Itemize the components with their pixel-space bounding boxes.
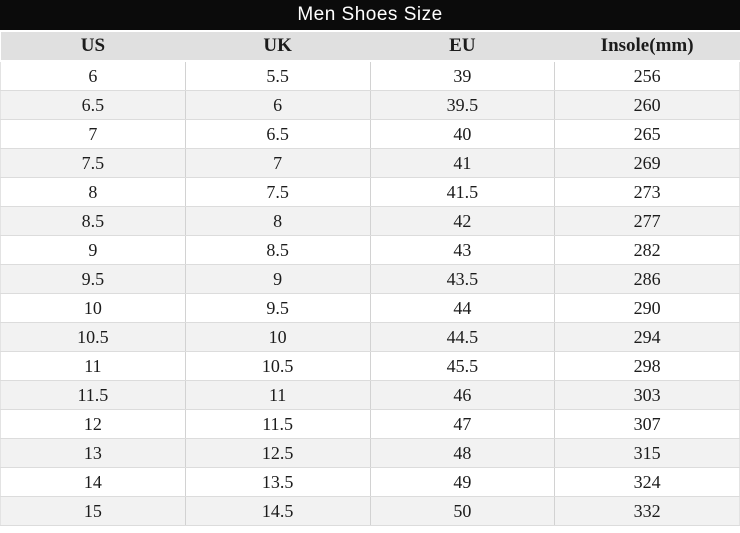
table-cell: 45.5 [369, 351, 556, 381]
shoe-size-table: US UK EU Insole(mm) 6 5.5 39 256 6.5 6 39.5 260… [0, 32, 740, 526]
table-cell: 5.5 [184, 61, 371, 91]
table-row: 6.5 6 39.5 260 [0, 90, 740, 120]
table-cell: 11.5 [0, 380, 186, 410]
table-cell: 39 [369, 61, 556, 91]
table-cell: 286 [554, 264, 740, 294]
table-cell: 6.5 [0, 90, 186, 120]
table-cell: 303 [554, 380, 740, 410]
column-header-uk: UK [185, 32, 370, 62]
table-cell: 44 [369, 293, 556, 323]
table-cell: 8.5 [0, 206, 186, 236]
table-cell: 6 [184, 90, 371, 120]
table-cell: 12 [0, 409, 186, 439]
table-cell: 48 [369, 438, 556, 468]
table-cell: 46 [369, 380, 556, 410]
title-header-divider [0, 30, 740, 32]
table-cell: 260 [554, 90, 740, 120]
table-row: 13 12.5 48 315 [0, 438, 740, 468]
table-cell: 15 [0, 496, 186, 526]
table-row: 8 7.5 41.5 273 [0, 177, 740, 207]
table-cell: 273 [554, 177, 740, 207]
table-row: 11.5 11 46 303 [0, 380, 740, 410]
table-cell: 9 [184, 264, 371, 294]
table-cell: 294 [554, 322, 740, 352]
table-cell: 41 [369, 148, 556, 178]
table-row: 8.5 8 42 277 [0, 206, 740, 236]
table-cell: 11.5 [184, 409, 371, 439]
table-cell: 42 [369, 206, 556, 236]
table-cell: 8.5 [184, 235, 371, 265]
table-cell: 39.5 [369, 90, 556, 120]
table-cell: 11 [184, 380, 371, 410]
table-cell: 332 [554, 496, 740, 526]
table-cell: 10 [184, 322, 371, 352]
table-cell: 44.5 [369, 322, 556, 352]
table-header: US UK EU Insole(mm) [0, 32, 740, 62]
table-cell: 10.5 [184, 351, 371, 381]
table-cell: 43 [369, 235, 556, 265]
table-cell: 9.5 [0, 264, 186, 294]
table-cell: 290 [554, 293, 740, 323]
table-cell: 6.5 [184, 119, 371, 149]
table-cell: 298 [554, 351, 740, 381]
table-cell: 282 [554, 235, 740, 265]
table-cell: 7.5 [184, 177, 371, 207]
table-cell: 49 [369, 467, 556, 497]
table-cell: 13.5 [184, 467, 371, 497]
table-cell: 40 [369, 119, 556, 149]
table-row: 10 9.5 44 290 [0, 293, 740, 323]
table-cell: 11 [0, 351, 186, 381]
table-cell: 307 [554, 409, 740, 439]
table-cell: 324 [554, 467, 740, 497]
table-cell: 47 [369, 409, 556, 439]
table-cell: 10 [0, 293, 186, 323]
table-cell: 9.5 [184, 293, 371, 323]
table-cell: 6 [0, 61, 186, 91]
table-cell: 8 [184, 206, 371, 236]
column-header-eu: EU [370, 32, 555, 62]
header-row: US UK EU Insole(mm) [0, 32, 740, 62]
table-cell: 269 [554, 148, 740, 178]
table-row: 9.5 9 43.5 286 [0, 264, 740, 294]
table-cell: 12.5 [184, 438, 371, 468]
table-cell: 315 [554, 438, 740, 468]
table-cell: 7.5 [0, 148, 186, 178]
table-cell: 14.5 [184, 496, 371, 526]
table-row: 11 10.5 45.5 298 [0, 351, 740, 381]
table-cell: 8 [0, 177, 186, 207]
table-row: 9 8.5 43 282 [0, 235, 740, 265]
table-row: 14 13.5 49 324 [0, 467, 740, 497]
table-cell: 9 [0, 235, 186, 265]
table-cell: 13 [0, 438, 186, 468]
table-cell: 50 [369, 496, 556, 526]
table-row: 6 5.5 39 256 [0, 61, 740, 91]
table-row: 15 14.5 50 332 [0, 496, 740, 526]
column-header-us: US [0, 32, 186, 62]
table-cell: 7 [0, 119, 186, 149]
table-title: Men Shoes Size [0, 0, 740, 30]
table-cell: 7 [184, 148, 371, 178]
table-cell: 256 [554, 61, 740, 91]
table-cell: 14 [0, 467, 186, 497]
table-cell: 277 [554, 206, 740, 236]
column-header-insole: Insole(mm) [554, 32, 740, 62]
table-cell: 10.5 [0, 322, 186, 352]
table-body: 6 5.5 39 256 6.5 6 39.5 260 7 6.5 40 265 7.5 7 41 269 8 7… [0, 61, 740, 526]
table-row: 7.5 7 41 269 [0, 148, 740, 178]
table-cell: 41.5 [369, 177, 556, 207]
table-row: 7 6.5 40 265 [0, 119, 740, 149]
table-row: 10.5 10 44.5 294 [0, 322, 740, 352]
table-cell: 43.5 [369, 264, 556, 294]
table-cell: 265 [554, 119, 740, 149]
table-row: 12 11.5 47 307 [0, 409, 740, 439]
